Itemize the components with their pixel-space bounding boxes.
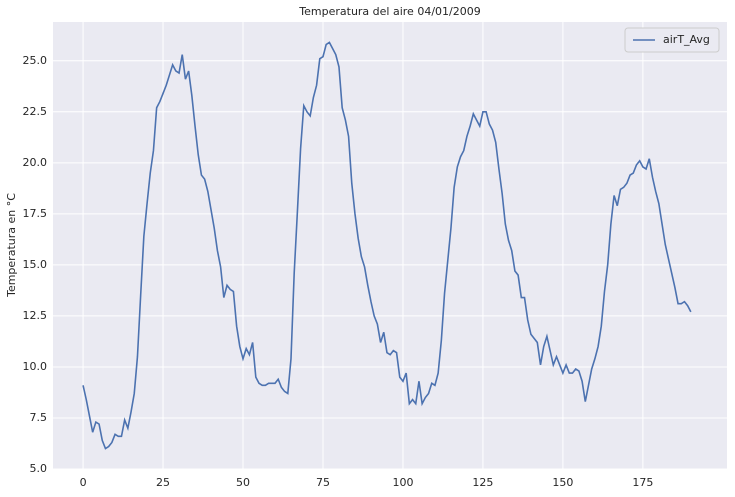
y-tick-label: 5.0 <box>30 462 48 475</box>
x-tick-label: 150 <box>552 476 573 489</box>
y-tick-label: 20.0 <box>23 156 48 169</box>
legend-label: airT_Avg <box>663 33 710 46</box>
x-tick-label: 25 <box>156 476 170 489</box>
y-tick-label: 15.0 <box>23 258 48 271</box>
y-tick-label: 10.0 <box>23 360 48 373</box>
chart-title: Temperatura del aire 04/01/2009 <box>298 5 480 18</box>
x-tick-label: 75 <box>316 476 330 489</box>
y-axis-label: Temperatura en °C <box>5 193 18 298</box>
legend-box <box>624 27 720 53</box>
x-tick-label: 125 <box>472 476 493 489</box>
y-tick-label: 12.5 <box>23 309 48 322</box>
x-tick-label: 175 <box>632 476 653 489</box>
data-line <box>82 41 692 450</box>
x-tick-label: 100 <box>392 476 413 489</box>
y-tick-label: 22.5 <box>23 105 48 118</box>
y-tick-label: 25.0 <box>23 54 48 67</box>
x-tick-label: 50 <box>236 476 250 489</box>
x-tick-label: 0 <box>80 476 87 489</box>
y-tick-label: 17.5 <box>23 207 48 220</box>
plot-area <box>53 22 727 469</box>
y-tick-label: 7.5 <box>30 411 48 424</box>
